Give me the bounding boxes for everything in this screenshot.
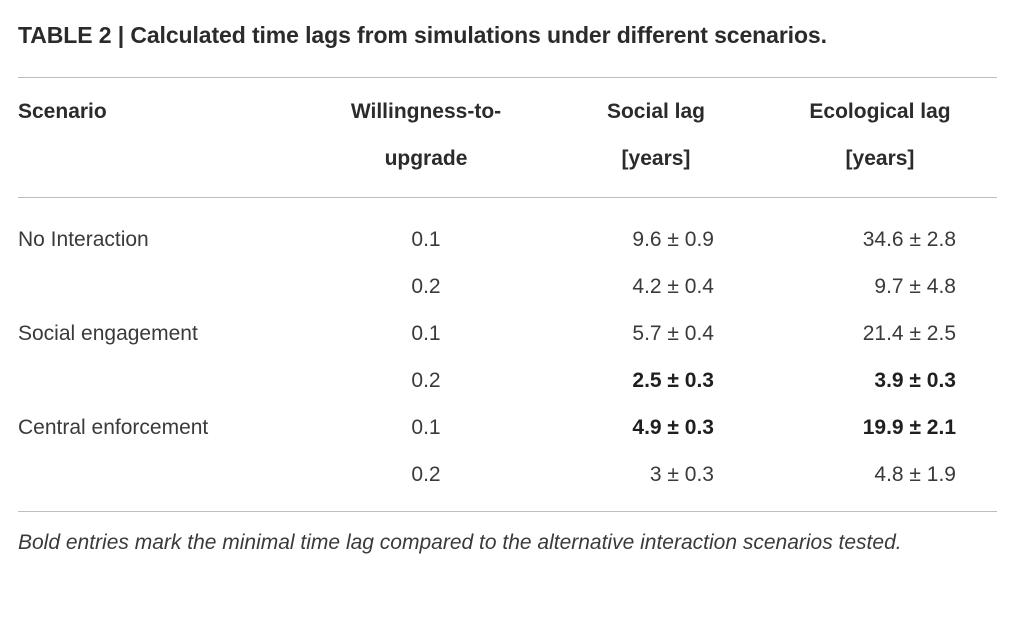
table-row: 0.2 4.2 ± 0.4 9.7 ± 4.8 [0, 263, 1027, 310]
table-row: Central enforcement 0.1 4.9 ± 0.3 19.9 ±… [0, 404, 1027, 451]
cell-ecological-lag: 3.9 ± 0.3 [874, 369, 956, 392]
top-rule [18, 77, 997, 78]
header-ecological-lag: Ecological lag [years] [770, 88, 990, 182]
table-body: No Interaction 0.1 9.6 ± 0.9 34.6 ± 2.8 … [0, 216, 1027, 498]
table-row: 0.2 3 ± 0.3 4.8 ± 1.9 [0, 451, 1027, 498]
cell-willingness: 0.2 [411, 369, 441, 392]
table-caption: TABLE 2 | Calculated time lags from simu… [18, 22, 827, 48]
table-footnote: Bold entries mark the minimal time lag c… [18, 531, 902, 554]
header-social-line2: [years] [621, 147, 691, 170]
cell-willingness: 0.1 [411, 416, 441, 439]
table-row: 0.2 2.5 ± 0.3 3.9 ± 0.3 [0, 357, 1027, 404]
cell-willingness: 0.2 [411, 275, 441, 298]
cell-social-lag: 3 ± 0.3 [649, 463, 714, 486]
cell-scenario: Central enforcement [18, 416, 209, 439]
cell-ecological-lag: 19.9 ± 2.1 [862, 416, 956, 439]
cell-scenario: Social engagement [18, 322, 198, 345]
cell-willingness: 0.2 [411, 463, 441, 486]
header-social-lag: Social lag [years] [566, 88, 746, 182]
cell-scenario: No Interaction [18, 228, 149, 251]
cell-willingness: 0.1 [411, 322, 441, 345]
header-social-line1: Social lag [606, 100, 706, 123]
header-rule [18, 197, 997, 198]
cell-social-lag: 5.7 ± 0.4 [632, 322, 714, 345]
header-scenario-label: Scenario [18, 100, 107, 123]
cell-ecological-lag: 34.6 ± 2.8 [862, 228, 956, 251]
cell-willingness: 0.1 [411, 228, 441, 251]
cell-ecological-lag: 4.8 ± 1.9 [874, 463, 956, 486]
header-ecological-line2: [years] [845, 147, 915, 170]
cell-social-lag: 4.9 ± 0.3 [632, 416, 714, 439]
header-ecological-line1: Ecological lag [809, 100, 951, 123]
table-row: No Interaction 0.1 9.6 ± 0.9 34.6 ± 2.8 [0, 216, 1027, 263]
cell-ecological-lag: 9.7 ± 4.8 [874, 275, 956, 298]
cell-ecological-lag: 21.4 ± 2.5 [862, 322, 956, 345]
cell-social-lag: 4.2 ± 0.4 [632, 275, 714, 298]
table-row: Social engagement 0.1 5.7 ± 0.4 21.4 ± 2… [0, 310, 1027, 357]
header-willingness-line2: upgrade [384, 147, 468, 170]
header-scenario: Scenario [18, 88, 107, 135]
header-willingness-line1: Willingness-to- [350, 100, 502, 123]
bottom-rule [18, 511, 997, 512]
cell-social-lag: 9.6 ± 0.9 [632, 228, 714, 251]
cell-social-lag: 2.5 ± 0.3 [632, 369, 714, 392]
header-willingness: Willingness-to- upgrade [316, 88, 536, 182]
